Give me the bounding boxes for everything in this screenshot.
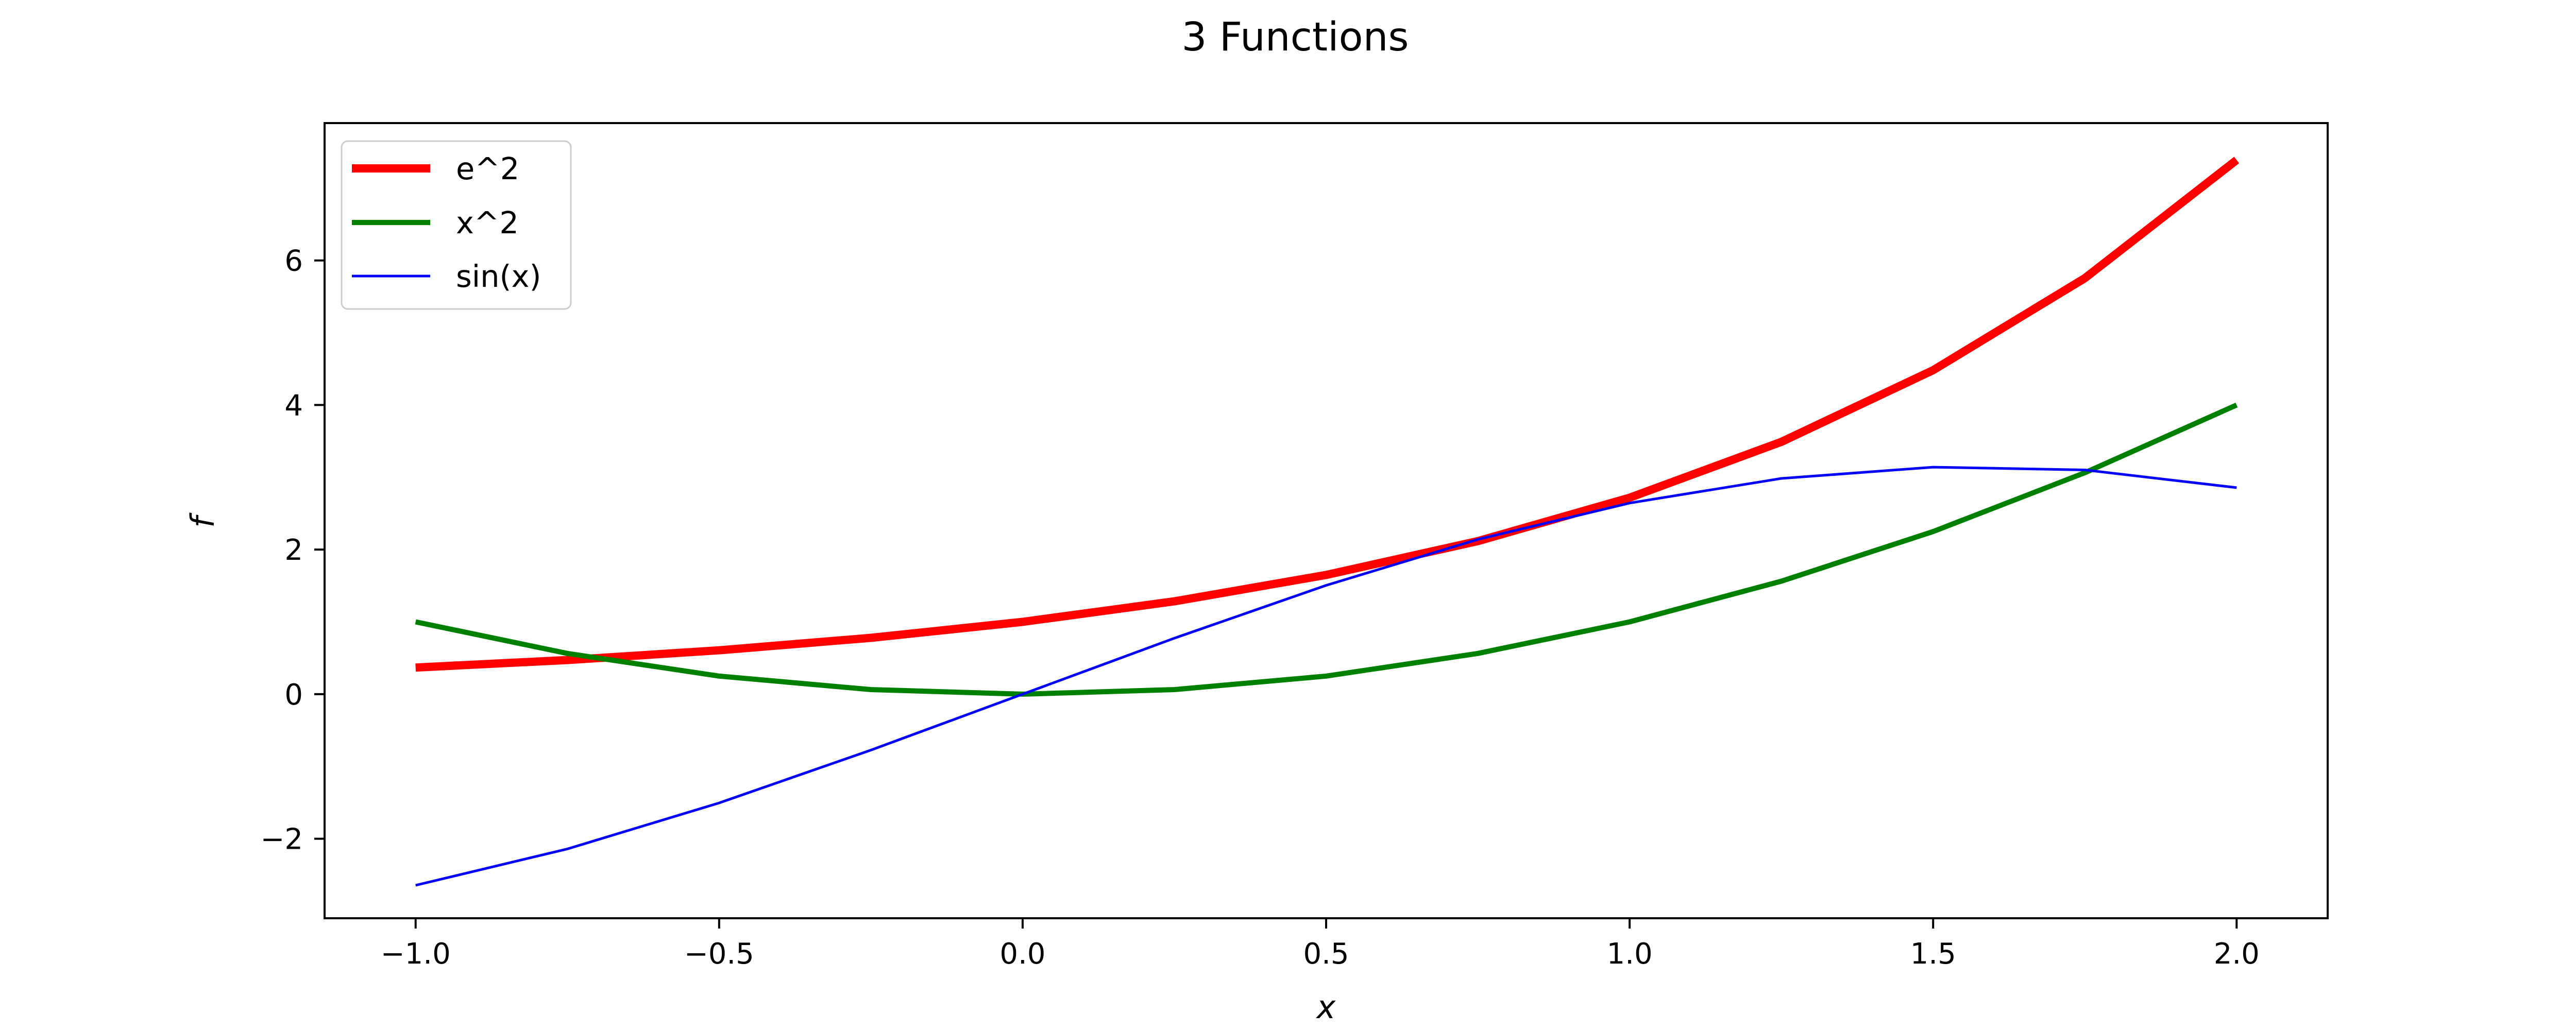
x-tick-label: 0.0: [999, 937, 1045, 971]
y-tick-label: 6: [284, 245, 303, 278]
legend-label-0: e^2: [456, 151, 519, 186]
y-tick-label: 4: [284, 389, 303, 422]
plot-lines: [415, 157, 2240, 887]
x-axis-label: x: [1316, 988, 1336, 1026]
series-line-1: [415, 402, 2238, 697]
y-tick-label: −2: [260, 823, 303, 856]
legend-box: [341, 140, 572, 310]
series-line-0: [415, 157, 2240, 672]
y-tick-label: 0: [284, 678, 303, 712]
x-tick-label: 1.5: [1910, 937, 1956, 971]
legend: e^2 x^2 sin(x): [341, 140, 572, 310]
legend-label-2: sin(x): [456, 259, 541, 294]
series-line-2: [415, 466, 2237, 887]
x-tick-label: 0.5: [1303, 937, 1349, 971]
x-tick-label: −0.5: [684, 937, 754, 971]
y-tick-label: 2: [284, 534, 303, 567]
chart-title: 3 Functions: [1181, 14, 1409, 60]
x-tick-label: −1.0: [381, 937, 451, 971]
x-tick-label: 1.0: [1607, 937, 1653, 971]
y-axis: −2 0 2 4 6: [260, 245, 325, 856]
legend-label-1: x^2: [456, 205, 519, 241]
x-axis: −1.0 −0.5 0.0 0.5 1.0 1.5 2.0: [381, 918, 2260, 971]
x-tick-label: 2.0: [2214, 937, 2260, 971]
